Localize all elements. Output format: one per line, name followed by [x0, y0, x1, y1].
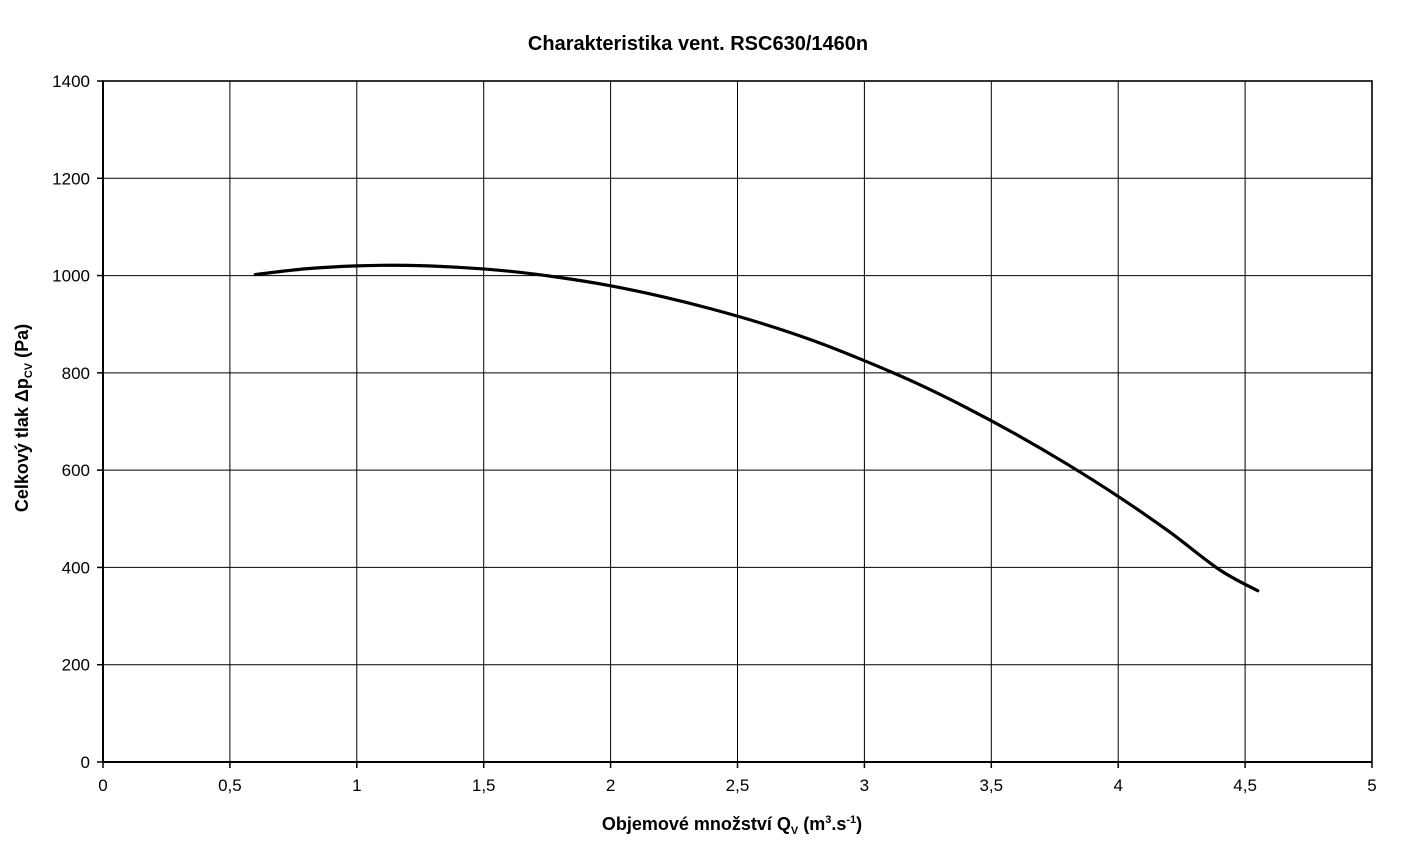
series-layer: [253, 263, 1260, 593]
grid: [103, 81, 1372, 762]
y-tick-label: 400: [62, 558, 90, 577]
y-axis-title: Celkový tlak ΔpCV (Pa): [12, 324, 35, 512]
chart-title: Charakteristika vent. RSC630/1460n: [528, 33, 868, 55]
y-tick-label: 200: [62, 656, 90, 675]
x-tick-label: 2,5: [726, 776, 750, 795]
x-tick-label: 2: [606, 776, 615, 795]
x-tick-label: 1: [352, 776, 361, 795]
y-tick-label: 1200: [52, 169, 90, 188]
x-tick-label: 4,5: [1233, 776, 1257, 795]
x-tick-label: 1,5: [472, 776, 496, 795]
x-axis-title: Objemové množství QV (m3.s-1): [602, 814, 862, 837]
x-tick-label: 4: [1113, 776, 1122, 795]
y-tick-label: 1400: [52, 72, 90, 91]
fan-curve-line: [253, 263, 1260, 593]
x-tick-label: 3: [860, 776, 869, 795]
x-tick-label: 0: [98, 776, 107, 795]
tick-labels: 0 0,5 1 1,5 2 2,5 3 3,5 4 4,5 5 0 200 400 600 800 1000 12…: [52, 72, 1377, 795]
x-tick-label: 3,5: [979, 776, 1003, 795]
y-tick-label: 0: [81, 753, 90, 772]
y-tick-label: 600: [62, 461, 90, 480]
y-tick-label: 800: [62, 364, 90, 383]
x-tick-label: 0,5: [218, 776, 242, 795]
y-tick-label: 1000: [52, 267, 90, 286]
x-tick-label: 5: [1367, 776, 1376, 795]
axes: [97, 80, 1373, 768]
